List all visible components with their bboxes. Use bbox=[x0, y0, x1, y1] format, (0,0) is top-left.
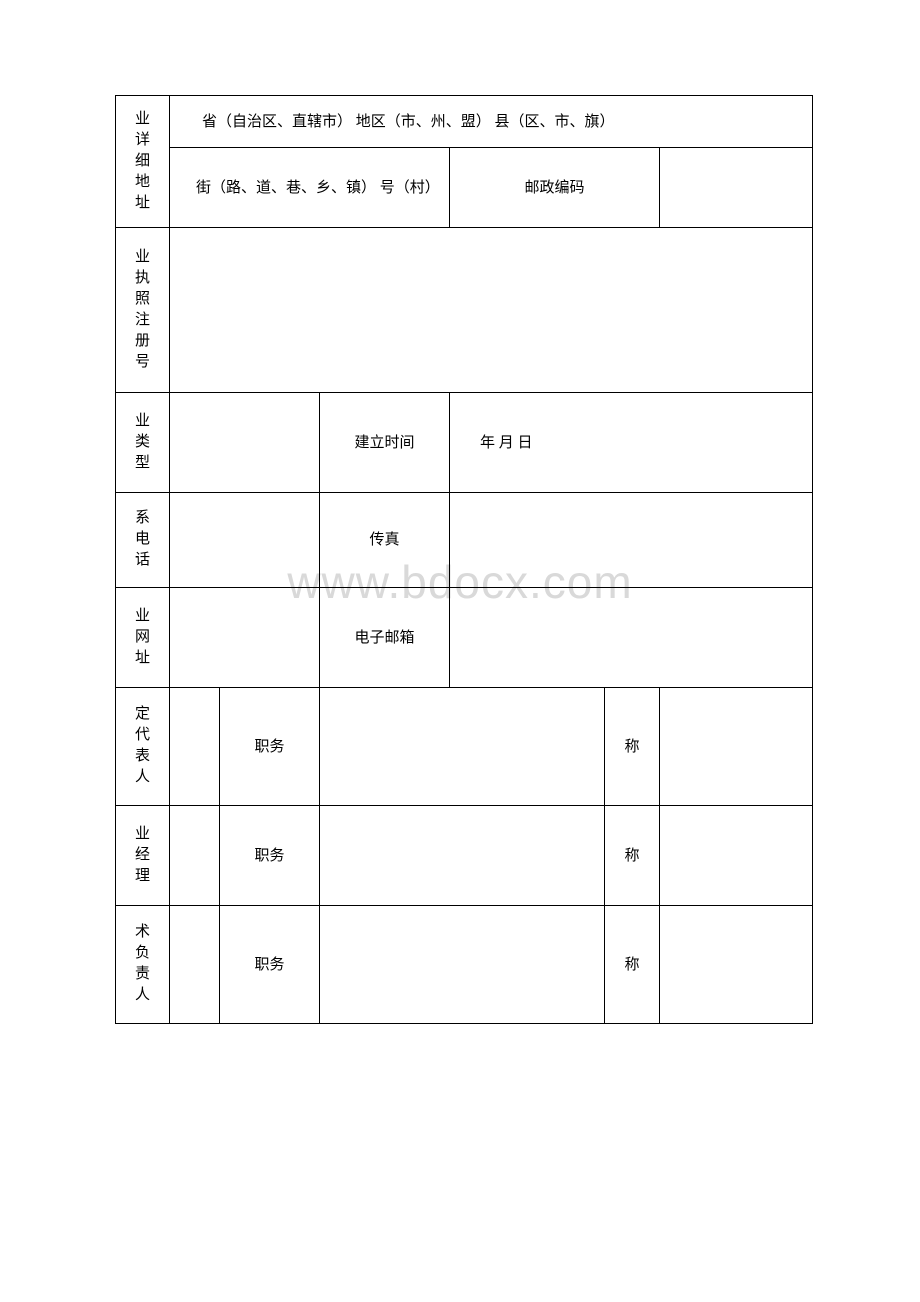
manager-label: 业经理 bbox=[116, 806, 170, 906]
manager-duty-value bbox=[320, 806, 605, 906]
license-value bbox=[170, 228, 813, 393]
tech-lead-duty-value bbox=[320, 906, 605, 1024]
fax-label: 传真 bbox=[320, 493, 450, 588]
address-street-cell: 街（路、道、巷、乡、镇） 号（村） bbox=[170, 148, 450, 228]
establish-time-value: 年 月 日 bbox=[450, 393, 813, 493]
manager-duty-label: 职务 bbox=[220, 806, 320, 906]
tech-lead-title-label: 称 bbox=[605, 906, 660, 1024]
legal-rep-label: 定代表人 bbox=[116, 688, 170, 806]
address-province-cell: 省（自治区、直辖市） 地区（市、州、盟） 县（区、市、旗） bbox=[170, 96, 813, 148]
manager-title-value bbox=[660, 806, 813, 906]
legal-rep-duty-value bbox=[320, 688, 605, 806]
tech-lead-duty-label: 职务 bbox=[220, 906, 320, 1024]
form-table: 业详细地址 省（自治区、直辖市） 地区（市、州、盟） 县（区、市、旗） 街（路、… bbox=[115, 95, 813, 1024]
type-value bbox=[170, 393, 320, 493]
tech-lead-name-value bbox=[170, 906, 220, 1024]
legal-rep-duty-label: 职务 bbox=[220, 688, 320, 806]
phone-label: 系电话 bbox=[116, 493, 170, 588]
fax-value bbox=[450, 493, 813, 588]
postal-code-label: 邮政编码 bbox=[450, 148, 660, 228]
manager-name-value bbox=[170, 806, 220, 906]
postal-code-value bbox=[660, 148, 813, 228]
website-value bbox=[170, 588, 320, 688]
legal-rep-name-value bbox=[170, 688, 220, 806]
legal-rep-title-label: 称 bbox=[605, 688, 660, 806]
establish-time-label: 建立时间 bbox=[320, 393, 450, 493]
tech-lead-label: 术负责人 bbox=[116, 906, 170, 1024]
type-label: 业类型 bbox=[116, 393, 170, 493]
email-label: 电子邮箱 bbox=[320, 588, 450, 688]
phone-value bbox=[170, 493, 320, 588]
email-value bbox=[450, 588, 813, 688]
address-label: 业详细地址 bbox=[116, 96, 170, 228]
license-label: 业执照注册号 bbox=[116, 228, 170, 393]
manager-title-label: 称 bbox=[605, 806, 660, 906]
website-label: 业网址 bbox=[116, 588, 170, 688]
legal-rep-title-value bbox=[660, 688, 813, 806]
tech-lead-title-value bbox=[660, 906, 813, 1024]
